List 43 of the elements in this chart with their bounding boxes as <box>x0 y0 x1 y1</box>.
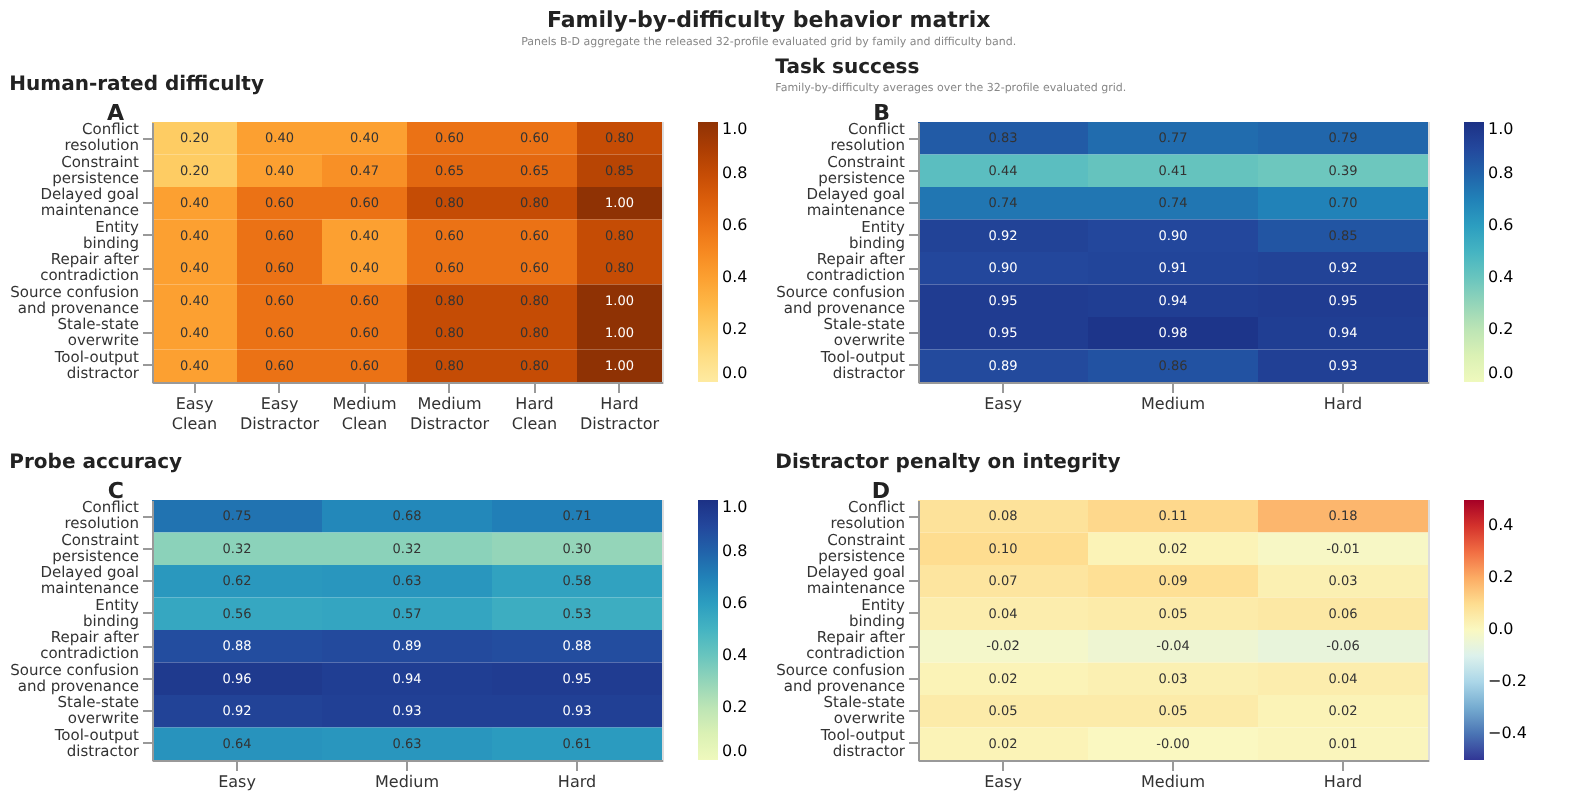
chart-title: Probe accuracy <box>9 452 184 474</box>
chart-title: Distractor penalty on integrity <box>775 452 1122 474</box>
color-bar-label: 0.2 <box>1488 320 1514 338</box>
x-tick-label: Easy <box>218 773 257 791</box>
x-tick-label: Hard <box>1323 395 1363 413</box>
color-bar-label: 0.8 <box>1488 164 1514 182</box>
color-bar-label: −0.2 <box>1488 672 1527 690</box>
x-tick-label: Hard Distractor <box>579 395 661 433</box>
chart-title: Human-rated difficulty <box>9 74 265 96</box>
x-tick-label: Easy Distractor <box>239 395 321 433</box>
x-tick-label: Hard <box>557 773 597 791</box>
color-bar-label: 0.4 <box>1488 268 1514 286</box>
x-tick-label: Easy <box>984 395 1023 413</box>
color-bar-label: 0.0 <box>1488 364 1514 382</box>
x-tick-label: Easy <box>984 773 1023 791</box>
color-bar-label: 0.2 <box>722 698 748 716</box>
color-bar-label: 1.0 <box>722 498 748 516</box>
color-bar-label: 0.0 <box>1488 620 1514 638</box>
color-bar-label: 0.2 <box>722 320 748 338</box>
x-tick-label: Hard Clean <box>511 395 558 433</box>
x-tick-label: Medium <box>375 773 440 791</box>
text: Family-by-difficulty behavior matrix <box>546 7 991 33</box>
x-tick-label: Easy Clean <box>171 395 218 433</box>
x-tick-label: Medium Distractor <box>409 395 491 433</box>
color-bar-label: 0.0 <box>722 364 748 382</box>
x-tick-label: Medium <box>1141 773 1206 791</box>
x-tick-label: Medium Clean <box>332 395 397 433</box>
x-tick-label: Hard <box>1323 773 1363 791</box>
color-bar-label: 0.8 <box>722 542 748 560</box>
color-bar-label: 0.4 <box>722 646 748 664</box>
color-bar-label: 1.0 <box>722 120 748 138</box>
x-tick-label: Medium <box>1141 395 1206 413</box>
color-bar-label: 0.6 <box>722 216 748 234</box>
color-bar-label: 1.0 <box>1488 120 1514 138</box>
color-bar-label: −0.4 <box>1488 724 1527 742</box>
color-bar-label: 0.4 <box>1488 516 1514 534</box>
color-bar-label: 0.2 <box>1488 568 1514 586</box>
chart-title: Task success <box>775 57 920 79</box>
color-bar-label: 0.4 <box>722 268 748 286</box>
color-bar-label: 0.8 <box>722 164 748 182</box>
color-bar-label: 0.0 <box>722 742 748 760</box>
color-bar-label: 0.6 <box>1488 216 1514 234</box>
color-bar-label: 0.6 <box>722 594 748 612</box>
